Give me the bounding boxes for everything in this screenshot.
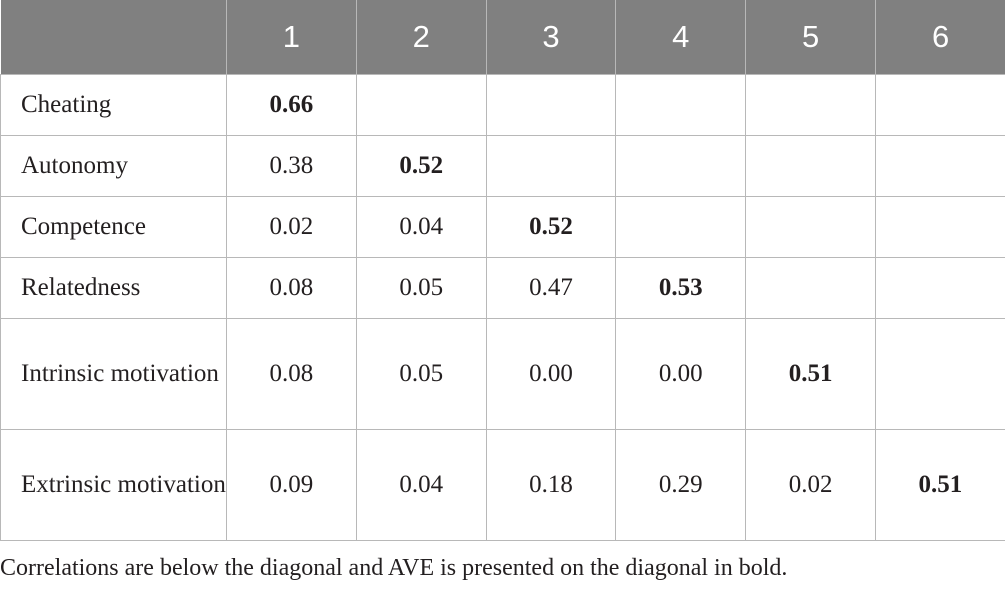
table-cell <box>355 73 487 136</box>
table-cell: 0.38 <box>226 134 357 197</box>
row-label: Intrinsic motivation <box>0 317 227 430</box>
header-cell-3: 3 <box>486 0 617 74</box>
table-cell: 0.51 <box>874 428 1005 541</box>
table-cell <box>874 73 1005 136</box>
table-cell: 0.04 <box>355 428 487 541</box>
table-cell <box>745 73 876 136</box>
header-cell-1: 1 <box>226 0 357 74</box>
header-cell-2: 2 <box>356 0 487 74</box>
table-row: Cheating 0.66 <box>0 73 1005 136</box>
table-cell: 0.02 <box>226 195 357 258</box>
table-cell: 0.51 <box>745 317 876 430</box>
row-label: Competence <box>0 195 227 258</box>
table-cell: 0.47 <box>485 256 617 319</box>
table-cell <box>874 134 1005 197</box>
table-cell: 0.04 <box>355 195 487 258</box>
table-cell: 0.08 <box>226 317 357 430</box>
table-cell <box>615 134 747 197</box>
table-cell: 0.05 <box>355 256 487 319</box>
table-cell <box>485 134 617 197</box>
table-cell: 0.00 <box>485 317 617 430</box>
table-cell: 0.05 <box>355 317 487 430</box>
table-cell <box>745 256 876 319</box>
table-cell <box>874 195 1005 258</box>
table-cell <box>485 73 617 136</box>
table-cell: 0.52 <box>355 134 487 197</box>
table-cell <box>874 317 1005 430</box>
table-cell <box>615 195 747 258</box>
table-row: Relatedness 0.08 0.05 0.47 0.53 <box>0 256 1005 319</box>
table-cell <box>874 256 1005 319</box>
table-cell: 0.08 <box>226 256 357 319</box>
header-cell-6: 6 <box>875 0 1005 74</box>
row-label: Autonomy <box>0 134 227 197</box>
table-cell: 0.18 <box>485 428 617 541</box>
table-row: Competence 0.02 0.04 0.52 <box>0 195 1005 258</box>
header-row: 1 2 3 4 5 6 <box>0 0 1005 74</box>
table-row: Extrinsic motivation 0.09 0.04 0.18 0.29… <box>0 428 1005 541</box>
row-label: Extrinsic motivation <box>0 428 227 541</box>
table-row: Autonomy 0.38 0.52 <box>0 134 1005 197</box>
table-cell <box>745 134 876 197</box>
header-cell-5: 5 <box>745 0 876 74</box>
row-label: Relatedness <box>0 256 227 319</box>
table-cell: 0.52 <box>485 195 617 258</box>
table-cell: 0.66 <box>226 73 357 136</box>
table-cell: 0.02 <box>745 428 876 541</box>
table-cell: 0.29 <box>615 428 747 541</box>
table-cell: 0.53 <box>615 256 747 319</box>
row-label: Cheating <box>0 73 227 136</box>
table-row: Intrinsic motivation 0.08 0.05 0.00 0.00… <box>0 317 1005 430</box>
table-cell: 0.00 <box>615 317 747 430</box>
table-footnote: Correlations are below the diagonal and … <box>0 555 788 581</box>
correlation-table: 1 2 3 4 5 6 Cheating 0.66 Autonomy 0.38 … <box>0 0 1005 541</box>
table-cell <box>615 73 747 136</box>
table-cell <box>745 195 876 258</box>
header-cell-4: 4 <box>615 0 747 74</box>
table-cell: 0.09 <box>226 428 357 541</box>
header-cell-corner <box>0 0 227 74</box>
